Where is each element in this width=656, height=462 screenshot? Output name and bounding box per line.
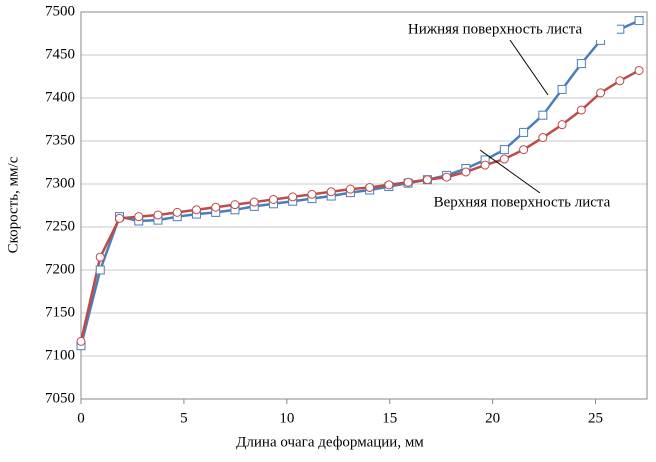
marker (615, 76, 625, 86)
x-tick-label: 0 (77, 410, 85, 426)
marker (557, 120, 567, 130)
marker (403, 177, 413, 187)
marker (519, 145, 529, 155)
y-tick-label: 7250 (45, 218, 75, 234)
legend-label: Нижняя поверхность листа (408, 21, 583, 37)
marker (422, 175, 432, 185)
y-tick-label: 7400 (45, 89, 75, 105)
x-tick-label: 20 (485, 410, 500, 426)
marker (230, 200, 240, 210)
marker (461, 167, 471, 177)
marker (538, 110, 548, 120)
marker (480, 160, 490, 170)
legend-label: Верхняя поверхность листа (434, 194, 611, 210)
marker (365, 182, 375, 192)
marker (384, 180, 394, 190)
x-axis-label: Длина очага деформации, мм (236, 434, 424, 450)
marker (499, 145, 509, 155)
y-tick-label: 7500 (45, 3, 75, 19)
marker (326, 187, 336, 197)
marker (634, 65, 644, 75)
y-axis-label: Скорость, мм/с (5, 156, 21, 253)
y-tick-label: 7150 (45, 304, 75, 320)
marker (615, 24, 625, 34)
marker (134, 212, 144, 222)
marker (114, 213, 124, 223)
marker (499, 154, 509, 164)
marker (519, 127, 529, 137)
plot-frame (80, 11, 648, 400)
x-tick-label: 5 (180, 410, 188, 426)
callout-bg (373, 20, 617, 40)
callout-bg (400, 193, 644, 213)
marker (307, 189, 317, 199)
y-tick-label: 7200 (45, 261, 75, 277)
marker (95, 252, 105, 262)
marker (557, 84, 567, 94)
series-line (79, 19, 640, 346)
marker (596, 88, 606, 98)
marker (538, 133, 548, 143)
marker (172, 207, 182, 217)
y-tick-label: 7350 (45, 132, 75, 148)
callout-line (509, 39, 549, 96)
y-tick-label: 7100 (45, 347, 75, 363)
callout-line (479, 149, 541, 194)
marker (95, 265, 105, 275)
x-tick-label: 25 (588, 410, 603, 426)
y-tick-label: 7300 (45, 175, 75, 191)
marker (249, 197, 259, 207)
marker (76, 336, 86, 346)
marker (576, 105, 586, 115)
y-tick-label: 7450 (45, 46, 75, 62)
marker (268, 194, 278, 204)
marker (634, 16, 644, 26)
marker (153, 210, 163, 220)
marker (288, 192, 298, 202)
x-tick-label: 15 (382, 410, 397, 426)
y-tick-label: 7050 (45, 390, 75, 406)
marker (345, 184, 355, 194)
marker (442, 172, 452, 182)
marker (211, 202, 221, 212)
x-tick-label: 10 (279, 410, 294, 426)
marker (576, 59, 586, 69)
marker (191, 205, 201, 215)
